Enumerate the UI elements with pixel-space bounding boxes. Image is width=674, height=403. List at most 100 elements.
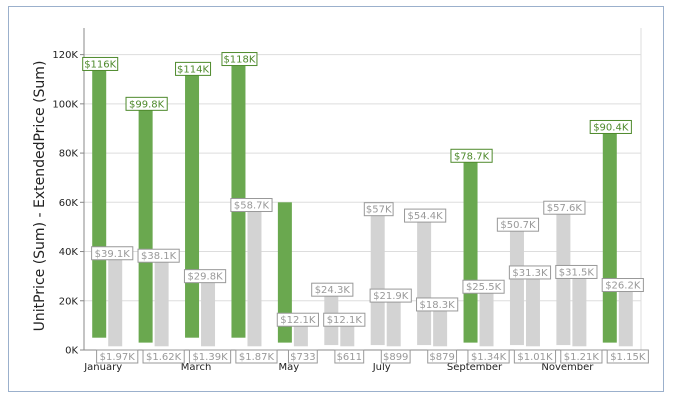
label-bottom-august-text: $879 <box>429 352 454 363</box>
label-bottom-june-text: $611 <box>337 352 362 363</box>
label-bottom-november: $1.21K <box>560 349 603 364</box>
label-series1-april-text: $118K <box>223 55 255 66</box>
label-series2-october: $31.3K <box>508 265 552 280</box>
label-series1-february-text: $99.8K <box>129 99 165 110</box>
label-series2-november: $31.5K <box>555 264 598 279</box>
label-series1-september-text: $78.7K <box>454 151 490 162</box>
bars <box>92 59 633 347</box>
label-series2-june: $12.1K <box>323 312 366 327</box>
label-series2-december-box <box>601 278 644 293</box>
label-bottom-january-box <box>96 349 139 364</box>
y-axis: 0K 20K 40K 60K 80K 100K 120K <box>52 28 85 357</box>
label-bottom-december-text: $1.15K <box>610 352 646 363</box>
label-series1-december-text: $90.4K <box>593 122 629 133</box>
bar-series1-august <box>417 216 432 346</box>
label-series1-april: $118K <box>221 52 258 67</box>
label-bottom-april-text: $1.87K <box>239 352 275 363</box>
bar-series1-july <box>370 209 385 346</box>
label-series2-april: $58.7K <box>230 198 273 213</box>
bar-series2-march <box>201 276 216 347</box>
bar-series1-december <box>602 127 617 343</box>
label-series1-march-text: $114K <box>177 64 209 75</box>
y-tick-label: 20K <box>59 296 79 307</box>
label-bottom-december: $1.15K <box>606 349 649 364</box>
label-bottom-june: $611 <box>334 349 365 364</box>
y-tick-label: 120K <box>52 50 78 61</box>
data-labels: $116K $39.1K $1.97K $99.8K $38.1K $1.62K $114K… <box>82 52 649 364</box>
label-series1-august-text: $54.4K <box>408 211 444 222</box>
x-tick-label-september: September <box>447 362 503 373</box>
label-bottom-february-box <box>142 349 185 364</box>
y-tick-label: 100K <box>52 99 78 110</box>
label-series2-july-text: $21.9K <box>373 291 409 302</box>
label-bottom-september-box <box>467 349 510 364</box>
label-bottom-january: $1.97K <box>96 349 139 364</box>
label-series1-september-box <box>450 148 493 163</box>
x-tick-label-may: May <box>279 362 300 373</box>
label-bottom-march: $1.39K <box>188 349 232 364</box>
x-tick-label-march: March <box>181 362 211 373</box>
label-bottom-may-box <box>287 349 318 364</box>
label-series2-april-text: $58.7K <box>234 201 270 212</box>
label-series2-december: $26.2K <box>601 278 644 293</box>
y-axis-title: UnitPrice (Sum) - ExtendedPrice (Sum) <box>32 61 48 332</box>
label-series1-march: $114K <box>175 61 212 76</box>
bar-series2-february <box>154 256 169 347</box>
label-bottom-november-text: $1.21K <box>564 352 600 363</box>
bar-series2-july <box>386 296 401 347</box>
label-series1-january-text: $116K <box>84 59 116 70</box>
y-tick-label: 0K <box>65 346 78 357</box>
x-tick-label-january: January <box>83 362 122 373</box>
label-bottom-october: $1.01K <box>513 349 557 364</box>
label-bottom-october-text: $1.01K <box>517 352 553 363</box>
label-bottom-july: $899 <box>380 349 411 364</box>
label-series2-february: $38.1K <box>137 248 180 263</box>
label-series1-january: $116K <box>82 56 119 71</box>
label-series2-may: $12.1K <box>276 312 319 327</box>
label-series1-october: $50.7K <box>496 217 540 232</box>
label-series2-february-box <box>137 248 180 263</box>
bar-series1-may <box>277 202 292 343</box>
label-series2-december-text: $26.2K <box>605 281 641 292</box>
label-series1-october-box <box>496 217 540 232</box>
label-series1-june-text: $24.3K <box>315 285 351 296</box>
label-bottom-july-box <box>380 349 411 364</box>
label-series1-december: $90.4K <box>589 119 632 134</box>
label-series1-january-box <box>82 56 119 71</box>
bar-series1-january <box>92 64 107 338</box>
label-bottom-march-box <box>188 349 232 364</box>
label-series2-july-box <box>369 288 412 303</box>
label-series1-july: $57K <box>363 202 394 217</box>
label-series2-march: $29.8K <box>183 269 227 284</box>
bar-series1-october <box>509 225 524 346</box>
bar-series2-january <box>108 253 123 347</box>
label-series2-november-text: $31.5K <box>559 267 595 278</box>
bar-series2-december <box>618 285 633 347</box>
label-bottom-march-text: $1.39K <box>192 352 228 363</box>
label-bottom-september: $1.34K <box>467 349 510 364</box>
label-bottom-october-box <box>513 349 557 364</box>
x-tick-label-november: November <box>541 362 594 373</box>
y-tick-label: 80K <box>59 149 79 160</box>
label-bottom-january-text: $1.97K <box>100 352 136 363</box>
label-series2-june-text: $12.1K <box>327 315 363 326</box>
label-series2-august-box <box>416 297 459 312</box>
label-series1-april-box <box>221 52 258 67</box>
label-series1-november-text: $57.6K <box>547 203 583 214</box>
bar-series2-june <box>340 320 355 347</box>
bar-series2-april <box>247 205 262 347</box>
label-series1-july-box <box>363 202 394 217</box>
label-bottom-august-box <box>427 349 458 364</box>
label-series2-july: $21.9K <box>369 288 412 303</box>
label-bottom-april-box <box>235 349 278 364</box>
label-bottom-july-text: $899 <box>383 352 408 363</box>
label-bottom-august: $879 <box>427 349 458 364</box>
bar-series2-august <box>433 304 448 347</box>
label-series2-january: $39.1K <box>91 246 134 261</box>
bar-series2-november <box>572 272 587 347</box>
bar-series1-september <box>463 156 478 343</box>
label-series1-november-box <box>543 200 586 215</box>
y-tick-label: 40K <box>59 247 79 258</box>
label-bottom-december-box <box>606 349 649 364</box>
label-bottom-september-text: $1.34K <box>471 352 507 363</box>
